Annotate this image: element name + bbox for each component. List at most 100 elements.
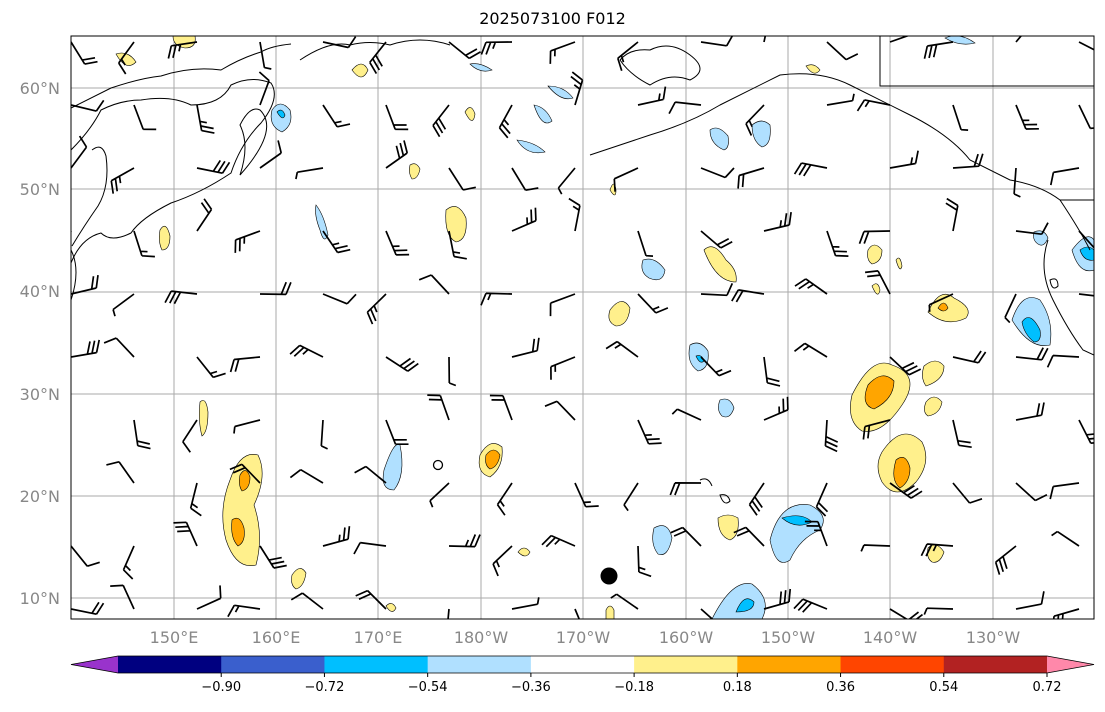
wind-barb	[448, 534, 481, 548]
wind-barb	[259, 41, 272, 70]
gridlines	[71, 36, 1094, 619]
wind-barb	[258, 71, 270, 106]
wind-barb	[1015, 36, 1023, 43]
wind-barb	[234, 230, 261, 253]
wind-barb	[1015, 104, 1039, 130]
wind-barb	[385, 356, 419, 372]
wind-barb	[945, 197, 959, 232]
lon-label: 170°W	[556, 628, 611, 647]
colorbar-tick-label: −0.36	[511, 680, 551, 695]
wind-barb	[550, 356, 576, 380]
wind-barb	[763, 211, 792, 232]
wind-barb	[511, 207, 537, 232]
wind-barb	[889, 36, 910, 43]
wind-barb	[259, 281, 292, 296]
colorbar-tick-label: −0.72	[305, 680, 345, 695]
wind-barb	[794, 278, 828, 295]
lat-label: 10°N	[20, 589, 60, 608]
wind-barb	[385, 104, 409, 131]
wind-barb	[668, 101, 702, 114]
wind-barb	[862, 419, 891, 440]
wind-barb	[952, 104, 969, 131]
wind-barb	[610, 593, 639, 610]
wind-barb	[448, 41, 481, 60]
wind-barb	[71, 41, 98, 65]
wind-barb	[923, 607, 954, 615]
wind-barb	[133, 230, 155, 258]
wind-barb	[295, 167, 324, 180]
wind-barb	[549, 41, 576, 64]
wind-barb	[670, 526, 702, 547]
wind-barb	[496, 482, 513, 516]
wind-barb	[196, 198, 213, 232]
wind-barb	[994, 545, 1017, 575]
wind-barb	[117, 41, 135, 75]
wind-barb	[385, 140, 409, 169]
wind-barb	[815, 482, 829, 517]
wind-barb	[71, 339, 101, 358]
wind-barb	[227, 604, 261, 618]
wind-barb	[889, 482, 923, 499]
lon-label: 140°W	[863, 628, 918, 647]
colorbar-segment	[737, 656, 842, 673]
wind-barb	[1051, 530, 1080, 547]
wind-barb	[229, 356, 261, 373]
colorbar-tick-label: 0.36	[826, 680, 855, 695]
wind-barb	[637, 86, 667, 106]
wind-barb	[923, 41, 954, 59]
positive-contours	[115, 36, 969, 619]
colorbar-segment	[427, 656, 532, 673]
wind-barb	[763, 36, 767, 43]
wind-barb	[1015, 482, 1048, 502]
wind-barb	[498, 104, 513, 139]
wind-barb	[189, 482, 202, 517]
wind-barb	[164, 290, 198, 305]
wind-barb	[322, 293, 357, 305]
wind-barb	[623, 482, 639, 512]
wind-barb	[549, 293, 576, 317]
wind-barb	[122, 545, 135, 580]
wind-barb	[511, 337, 540, 358]
colorbar-segment	[221, 656, 325, 673]
wind-barb	[429, 482, 450, 508]
wind-barb	[700, 283, 734, 297]
wind-barb	[745, 104, 765, 136]
wind-barb	[889, 150, 919, 169]
colorbar-tick-label: 0.54	[929, 680, 958, 695]
wind-barb	[112, 293, 135, 317]
wind-barb	[511, 167, 539, 192]
wind-barb	[196, 104, 215, 134]
wind-barb	[71, 420, 72, 421]
colorbar-segment	[324, 656, 429, 673]
storm-marker-dot[interactable]	[600, 567, 618, 585]
lon-label: 150°E	[150, 628, 199, 647]
wind-barb	[259, 545, 287, 569]
wind-barb	[322, 230, 351, 254]
wind-barb	[106, 460, 135, 484]
station-marker-circle[interactable]	[432, 459, 444, 471]
coastlines	[71, 36, 1094, 504]
wind-barb	[133, 419, 151, 450]
wind-barb	[793, 598, 828, 613]
wind-barb	[1015, 402, 1045, 421]
wind-barb	[637, 293, 669, 314]
wind-barb	[355, 589, 387, 610]
wind-barb	[289, 344, 324, 358]
wind-barb	[71, 135, 88, 169]
wind-barb	[427, 394, 450, 421]
wind-barb	[1015, 591, 1045, 610]
wind-barb	[480, 41, 513, 55]
wind-barb	[196, 585, 222, 610]
colorbar-extend-high	[1047, 656, 1094, 673]
colorbar-segment	[943, 656, 1048, 673]
wind-barb	[700, 167, 735, 179]
wind-barb	[322, 526, 351, 547]
wind-barb	[616, 41, 639, 71]
wind-barb	[133, 104, 157, 131]
wind-barb	[110, 167, 135, 194]
wind-barb	[700, 356, 732, 377]
wind-barb	[544, 400, 576, 421]
wind-barb	[448, 167, 476, 191]
colorbar-segment	[530, 656, 635, 673]
